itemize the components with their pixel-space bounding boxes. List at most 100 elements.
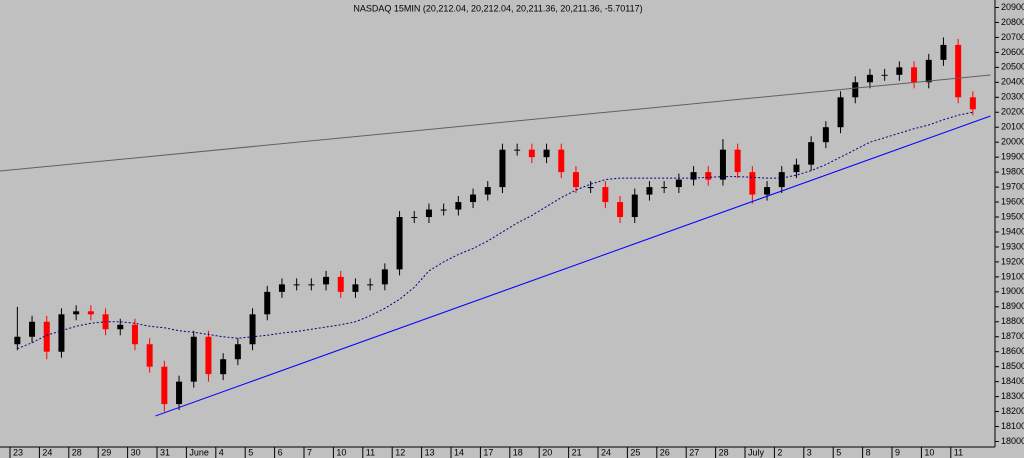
candle-body bbox=[764, 187, 771, 195]
y-tick-label: 20300 bbox=[1001, 92, 1024, 102]
x-tick-label: 14 bbox=[454, 447, 464, 457]
candle-body bbox=[734, 149, 741, 173]
y-tick-label: 19900 bbox=[1001, 152, 1024, 162]
candle-body bbox=[866, 74, 873, 83]
candle-body bbox=[220, 359, 227, 375]
y-tick-label: 20800 bbox=[1001, 17, 1024, 27]
y-tick-label: 19100 bbox=[1001, 271, 1024, 281]
candle-body bbox=[367, 284, 374, 286]
x-tick-label: 2 bbox=[777, 447, 782, 457]
chart-title: NASDAQ 15MIN (20,212.04, 20,212.04, 20,2… bbox=[353, 3, 642, 13]
candle-body bbox=[822, 127, 829, 143]
y-tick-label: 20600 bbox=[1001, 47, 1024, 57]
x-tick-label: 30 bbox=[131, 447, 141, 457]
y-tick-label: 19400 bbox=[1001, 226, 1024, 236]
y-tick-label: 18900 bbox=[1001, 301, 1024, 311]
x-tick-label: 3 bbox=[807, 447, 812, 457]
candle-body bbox=[73, 311, 80, 315]
candle-body bbox=[572, 172, 579, 188]
candle-body bbox=[455, 202, 462, 210]
candle-body bbox=[176, 381, 183, 405]
candle-body bbox=[514, 149, 521, 151]
candle-body bbox=[470, 194, 477, 203]
y-tick-label: 20200 bbox=[1001, 107, 1024, 117]
candle-body bbox=[837, 97, 844, 128]
candle-body bbox=[969, 97, 976, 110]
candle-body bbox=[911, 67, 918, 83]
x-tick-label: 17 bbox=[483, 447, 493, 457]
y-tick-label: 18500 bbox=[1001, 361, 1024, 371]
candle-body bbox=[190, 336, 197, 382]
candle-body bbox=[308, 284, 315, 286]
x-tick-label: 11 bbox=[366, 447, 375, 457]
y-tick-label: 19000 bbox=[1001, 286, 1024, 296]
candle-body bbox=[278, 284, 285, 292]
y-tick-label: 18000 bbox=[1001, 436, 1024, 446]
x-tick-label: June bbox=[189, 447, 209, 457]
x-tick-label: 29 bbox=[101, 447, 111, 457]
y-tick-label: 18800 bbox=[1001, 316, 1024, 326]
x-tick-label: 20 bbox=[542, 447, 552, 457]
candle-body bbox=[705, 172, 712, 180]
candle-body bbox=[602, 187, 609, 203]
y-tick-label: 20000 bbox=[1001, 137, 1024, 147]
x-tick-label: 11 bbox=[954, 447, 963, 457]
y-tick-label: 19800 bbox=[1001, 166, 1024, 176]
x-tick-label: 27 bbox=[689, 447, 699, 457]
candle-body bbox=[896, 67, 903, 75]
x-tick-label: 23 bbox=[13, 447, 23, 457]
candle-body bbox=[631, 194, 638, 218]
candle-body bbox=[646, 187, 653, 195]
y-tick-label: 20900 bbox=[1001, 2, 1024, 12]
x-tick-label: 7 bbox=[307, 447, 312, 457]
y-tick-label: 18700 bbox=[1001, 331, 1024, 341]
candle-body bbox=[925, 59, 932, 83]
candle-body bbox=[87, 311, 94, 315]
y-tick-label: 18400 bbox=[1001, 376, 1024, 386]
candle-body bbox=[587, 187, 594, 189]
candle-body bbox=[543, 149, 550, 158]
candle-body bbox=[955, 44, 962, 98]
y-tick-label: 20700 bbox=[1001, 32, 1024, 42]
candle-body bbox=[146, 344, 153, 367]
candle-body bbox=[940, 44, 947, 60]
candle-body bbox=[808, 142, 815, 165]
trendline bbox=[0, 74, 991, 172]
candle-body bbox=[352, 284, 359, 292]
y-tick-label: 18200 bbox=[1001, 406, 1024, 416]
candle-body bbox=[690, 172, 697, 180]
x-tick-label: 13 bbox=[425, 447, 435, 457]
trendline bbox=[155, 115, 991, 417]
candle-body bbox=[440, 209, 447, 211]
candle-body bbox=[205, 336, 212, 375]
candle-body bbox=[425, 209, 432, 218]
candle-body bbox=[29, 321, 36, 337]
x-tick-label: 5 bbox=[248, 447, 253, 457]
candle-body bbox=[558, 149, 565, 173]
y-tick-label: 20500 bbox=[1001, 62, 1024, 72]
y-tick-label: 19200 bbox=[1001, 256, 1024, 266]
y-tick-label: 19300 bbox=[1001, 241, 1024, 251]
candle-body bbox=[43, 321, 50, 352]
candle-body bbox=[881, 74, 888, 76]
x-tick-label: 28 bbox=[72, 447, 82, 457]
x-tick-label: 24 bbox=[601, 447, 611, 457]
x-tick-label: 4 bbox=[219, 447, 224, 457]
x-tick-label: 21 bbox=[572, 447, 582, 457]
candle-body bbox=[528, 149, 535, 158]
candle-body bbox=[117, 324, 124, 330]
candle-body bbox=[249, 314, 256, 345]
y-tick-label: 18100 bbox=[1001, 421, 1024, 431]
candle-body bbox=[793, 164, 800, 173]
candle-body bbox=[234, 344, 241, 360]
candle-body bbox=[264, 291, 271, 315]
x-tick-label: 28 bbox=[719, 447, 729, 457]
y-tick-label: 18300 bbox=[1001, 391, 1024, 401]
y-tick-label: 19600 bbox=[1001, 196, 1024, 206]
candle-body bbox=[381, 269, 388, 285]
y-tick-label: 18600 bbox=[1001, 346, 1024, 356]
x-tick-label: July bbox=[748, 447, 765, 457]
candle-body bbox=[484, 187, 491, 195]
x-tick-label: 26 bbox=[660, 447, 670, 457]
